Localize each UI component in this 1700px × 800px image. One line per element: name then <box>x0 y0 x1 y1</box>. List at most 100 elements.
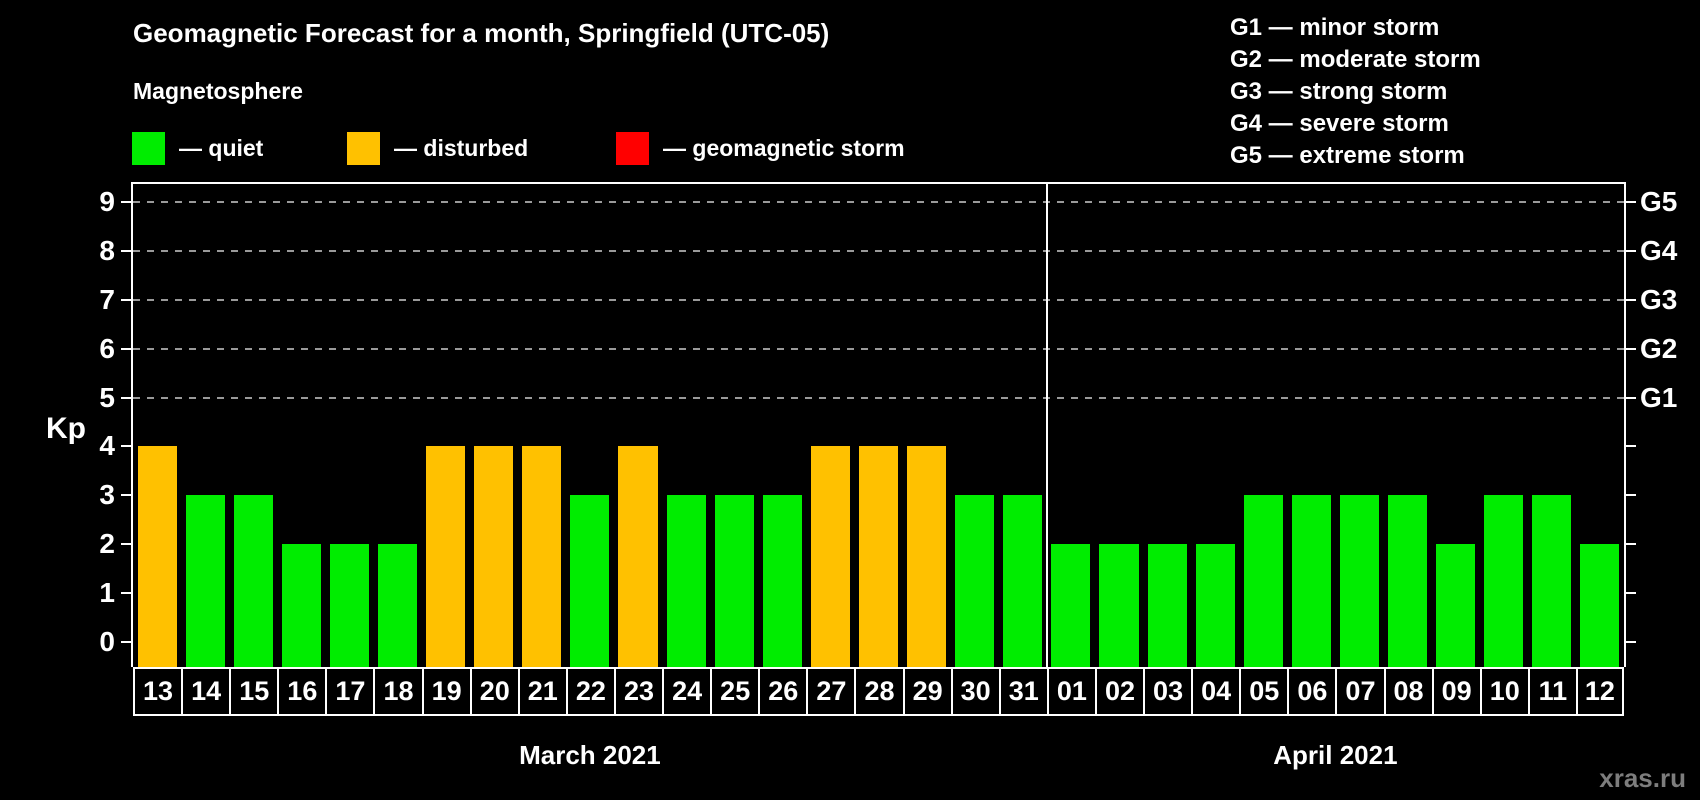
day-cell: 29 <box>902 667 953 716</box>
y-tick-label: 4 <box>99 430 115 462</box>
kp-bar <box>329 544 369 667</box>
y-tick-right <box>1624 249 1636 252</box>
kp-bar <box>858 446 899 667</box>
kp-bar <box>1388 495 1428 667</box>
day-cell: 30 <box>950 667 1001 716</box>
right-axis-label: G3 <box>1640 283 1678 315</box>
day-cell: 23 <box>613 667 665 716</box>
day-cell: 21 <box>517 667 568 716</box>
disturbed-label: — disturbed <box>394 135 529 161</box>
day-cell: 10 <box>1479 667 1530 716</box>
kp-bar <box>1195 544 1235 667</box>
right-axis-label: G1 <box>1640 381 1678 413</box>
kp-bar <box>666 495 706 667</box>
y-tick-label: 5 <box>99 381 115 413</box>
kp-bar <box>426 446 466 667</box>
right-axis-label: G4 <box>1640 234 1678 266</box>
quiet-label: — quiet <box>179 135 264 161</box>
day-cell: 02 <box>1094 667 1146 716</box>
plot-frame <box>131 182 1626 667</box>
y-tick-right <box>1624 298 1636 301</box>
y-tick-left <box>121 543 133 546</box>
y-tick-label: 7 <box>99 283 115 315</box>
kp-bar <box>1291 495 1331 667</box>
day-cell: 26 <box>758 667 809 716</box>
y-tick-label: 3 <box>99 479 115 511</box>
day-cell: 25 <box>710 667 761 716</box>
y-tick-left <box>121 494 133 497</box>
day-cell: 04 <box>1191 667 1242 716</box>
day-cell: 13 <box>133 667 184 716</box>
g-scale-legend: G1 — minor storm G2 — moderate storm G3 … <box>1230 12 1481 172</box>
legend-item-disturbed: — disturbed <box>347 132 528 165</box>
kp-bar <box>1051 544 1091 667</box>
y-axis-title: Kp <box>46 412 86 445</box>
kp-bar <box>1580 544 1620 667</box>
month-label-march: March 2021 <box>519 740 661 770</box>
day-cell: 08 <box>1383 667 1434 716</box>
day-cell: 05 <box>1239 667 1290 716</box>
day-cell: 01 <box>1046 667 1097 716</box>
quiet-swatch <box>132 132 165 165</box>
y-tick-right <box>1624 543 1636 546</box>
kp-bar <box>1147 544 1187 667</box>
kp-bar <box>907 446 947 667</box>
g5-legend-line: G5 — extreme storm <box>1230 142 1465 169</box>
month-separator <box>1045 184 1048 667</box>
kp-bar <box>955 495 995 667</box>
y-tick-left <box>121 249 133 252</box>
day-cell: 22 <box>565 667 616 716</box>
day-cell: 15 <box>229 667 280 716</box>
kp-bar <box>281 544 321 667</box>
y-tick-left <box>121 347 133 350</box>
y-tick-right <box>1624 494 1636 497</box>
g2-legend-line: G2 — moderate storm <box>1230 46 1481 73</box>
right-axis-label: G5 <box>1640 185 1678 217</box>
y-tick-left <box>121 445 133 448</box>
watermark: xras.ru <box>1599 763 1686 793</box>
kp-bar <box>185 495 225 667</box>
day-cell: 14 <box>181 667 232 716</box>
day-cell: 17 <box>325 667 376 716</box>
gridline <box>133 249 1624 252</box>
kp-bar <box>1339 495 1379 667</box>
y-tick-right <box>1624 445 1636 448</box>
y-tick-right <box>1624 200 1636 203</box>
g4-legend-line: G4 — severe storm <box>1230 110 1449 137</box>
kp-bar <box>1099 544 1139 667</box>
y-tick-left <box>121 200 133 203</box>
day-cell: 12 <box>1575 667 1624 716</box>
y-tick-left <box>121 396 133 399</box>
kp-bar <box>1003 495 1043 667</box>
g3-legend-line: G3 — strong storm <box>1230 78 1448 105</box>
kp-bar <box>1532 495 1572 667</box>
kp-bar <box>762 495 802 667</box>
disturbed-swatch <box>347 132 380 165</box>
y-tick-left <box>121 592 133 595</box>
y-tick-label: 9 <box>99 185 115 217</box>
kp-bar <box>137 446 177 667</box>
kp-bar <box>474 446 514 667</box>
right-axis-label: G2 <box>1640 332 1678 364</box>
kp-bar <box>377 544 418 667</box>
y-tick-label: 6 <box>99 332 115 364</box>
day-cell: 07 <box>1335 667 1386 716</box>
day-cell: 03 <box>1143 667 1194 716</box>
kp-bar <box>810 446 850 667</box>
storm-swatch <box>616 132 649 165</box>
month-label-april: April 2021 <box>1273 740 1398 770</box>
y-tick-label: 8 <box>99 234 115 266</box>
y-tick-left <box>121 641 133 643</box>
day-cell: 09 <box>1431 667 1482 716</box>
y-tick-right <box>1624 641 1636 643</box>
gridline <box>133 396 1624 399</box>
y-tick-left <box>121 298 133 301</box>
y-tick-right <box>1624 347 1636 350</box>
y-tick-label: 2 <box>99 528 115 560</box>
day-cell: 31 <box>998 667 1049 716</box>
kp-bar <box>522 446 562 667</box>
kp-bar <box>233 495 273 667</box>
y-tick-label: 1 <box>99 577 115 609</box>
